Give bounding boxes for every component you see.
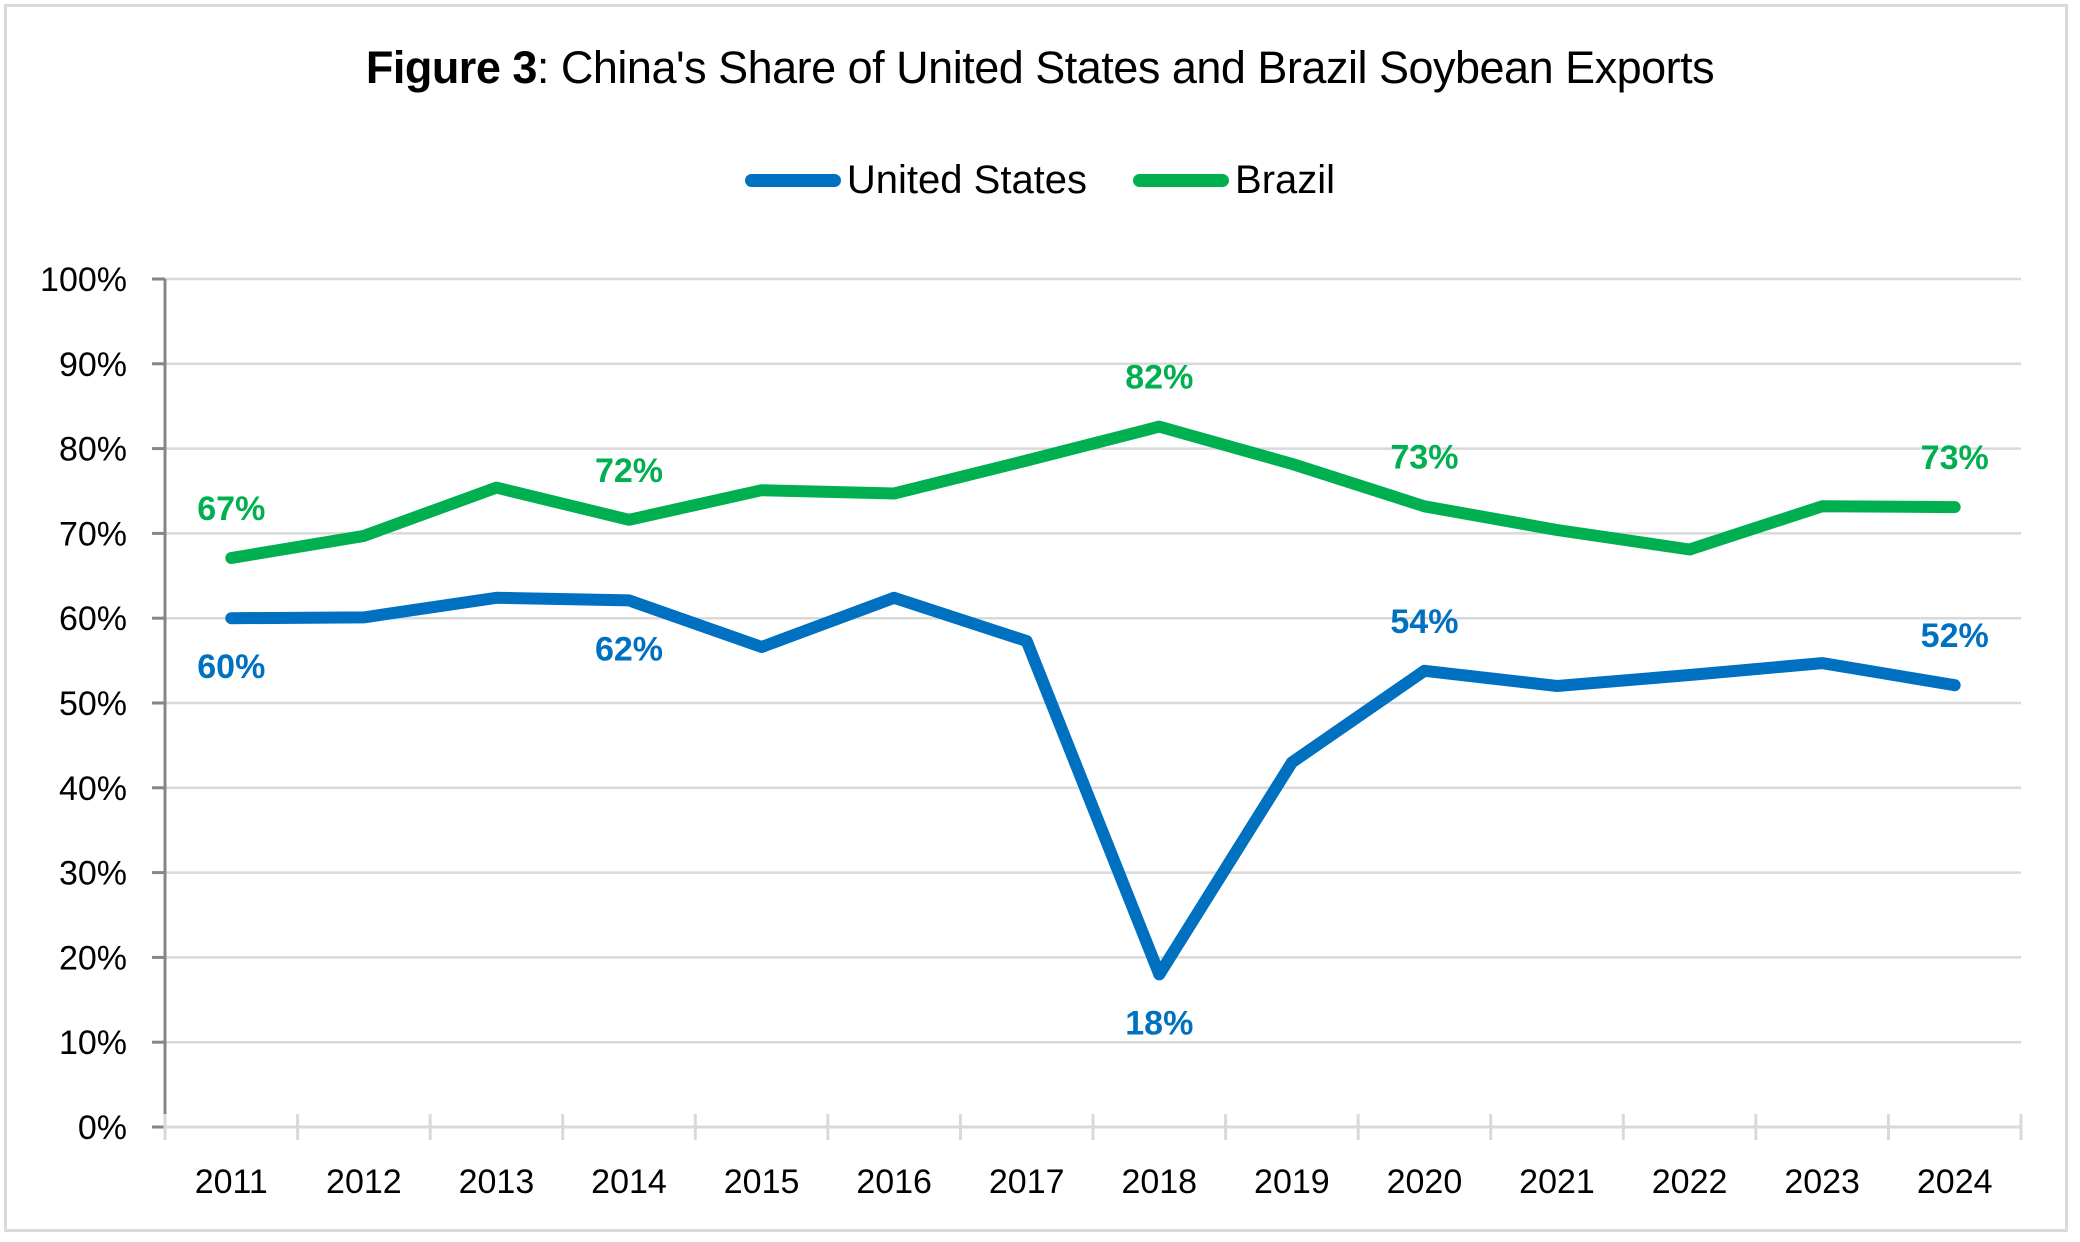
- y-tick-label: 20%: [59, 939, 127, 977]
- x-tick-label: 2022: [1652, 1163, 1728, 1201]
- x-tick-label: 2016: [856, 1163, 932, 1201]
- x-axis-tick-labels: 2011 2012 2013 2014 2015 2016 2017 2018 2019 2020…: [195, 1163, 1993, 1201]
- series-line-united-states: [225, 591, 1961, 981]
- data-label-united-states: 62%: [595, 630, 663, 668]
- x-tick-label: 2014: [591, 1163, 667, 1201]
- y-tick-label: 10%: [59, 1024, 127, 1062]
- series-line-brazil: [225, 420, 1961, 564]
- x-tick-label: 2011: [195, 1163, 268, 1201]
- data-label-united-states: 54%: [1390, 603, 1458, 641]
- axes: [152, 277, 2023, 1140]
- x-tick-label: 2018: [1121, 1163, 1197, 1201]
- x-tick-label: 2013: [459, 1163, 535, 1201]
- legend: United States Brazil: [0, 158, 2080, 203]
- legend-item-united-states: United States: [744, 158, 1088, 203]
- y-tick-label: 30%: [59, 855, 127, 893]
- y-tick-label: 100%: [40, 261, 127, 299]
- data-label-united-states: 60%: [197, 648, 265, 686]
- chart-title: Figure 3: China's Share of United States…: [0, 42, 2080, 94]
- legend-swatch-brazil: [1133, 174, 1230, 187]
- legend-swatch-united-states: [744, 174, 841, 187]
- y-tick-label: 40%: [59, 770, 127, 808]
- y-tick-label: 80%: [59, 431, 127, 469]
- chart-title-text: : China's Share of United States and Bra…: [536, 42, 1715, 93]
- y-tick-label: 0%: [78, 1109, 127, 1147]
- x-tick-label: 2012: [326, 1163, 402, 1201]
- data-labels: 60% 62% 18% 54% 52% 67% 72% 82% 73% 73%: [197, 359, 1988, 1043]
- data-label-brazil: 73%: [1921, 439, 1989, 477]
- legend-label-united-states: United States: [846, 158, 1088, 202]
- data-label-united-states: 18%: [1125, 1004, 1193, 1042]
- data-label-brazil: 82%: [1125, 359, 1193, 397]
- chart-title-prefix: Figure 3: [365, 42, 538, 93]
- x-tick-label: 2024: [1917, 1163, 1993, 1201]
- x-tick-label: 2023: [1784, 1163, 1860, 1201]
- legend-label-brazil: Brazil: [1235, 158, 1336, 202]
- data-label-brazil: 73%: [1390, 438, 1458, 476]
- y-tick-label: 70%: [59, 515, 127, 553]
- y-tick-label: 50%: [59, 685, 127, 723]
- x-tick-label: 2019: [1254, 1163, 1330, 1201]
- gridlines: [165, 277, 2021, 1044]
- y-tick-label: 90%: [59, 346, 127, 384]
- series-lines: [225, 420, 1961, 981]
- data-label-brazil: 72%: [595, 452, 663, 490]
- x-tick-label: 2020: [1387, 1163, 1463, 1201]
- y-tick-label: 60%: [59, 600, 127, 638]
- data-label-united-states: 52%: [1921, 617, 1989, 655]
- x-tick-label: 2017: [989, 1163, 1065, 1201]
- x-tick-label: 2015: [724, 1163, 800, 1201]
- x-tick-label: 2021: [1519, 1163, 1595, 1201]
- data-label-brazil: 67%: [197, 490, 265, 528]
- legend-item-brazil: Brazil: [1133, 158, 1335, 203]
- y-axis-tick-labels: 0% 10% 20% 30% 40% 50% 60% 70% 80% 90% 100%: [40, 261, 127, 1147]
